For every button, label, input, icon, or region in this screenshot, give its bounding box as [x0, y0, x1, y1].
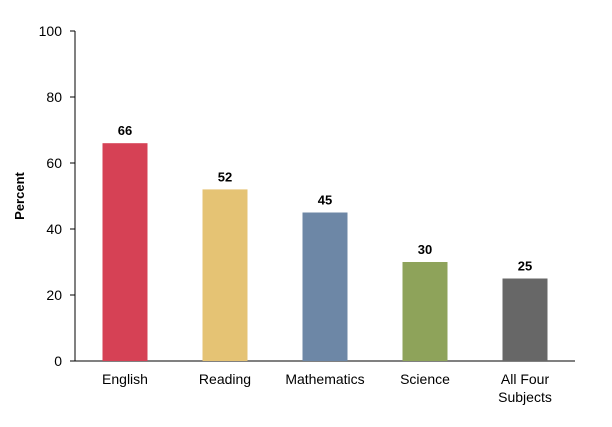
data-label: 66	[118, 123, 132, 138]
y-axis-title: Percent	[12, 171, 27, 219]
data-label: 25	[518, 259, 532, 274]
bars	[102, 143, 548, 361]
x-tick-label-line: Reading	[199, 371, 251, 387]
x-tick-label: Mathematics	[285, 371, 364, 387]
x-tick-label: Reading	[199, 371, 251, 387]
bar	[502, 278, 548, 361]
x-tick-label: Science	[400, 371, 450, 387]
data-label: 45	[318, 193, 332, 208]
y-tick-label: 0	[54, 353, 62, 369]
x-tick-label-line: Science	[400, 371, 450, 387]
bar	[302, 212, 348, 361]
data-label: 52	[218, 169, 232, 184]
data-label: 30	[418, 242, 432, 257]
data-labels: 66 52 45 30 25	[118, 123, 532, 273]
y-tick-label: 20	[46, 287, 62, 303]
bar	[102, 143, 148, 361]
y-tick-label: 100	[39, 23, 63, 39]
x-axis: English Reading Mathematics Science All Four…	[75, 360, 575, 405]
x-tick-label: English	[102, 371, 148, 387]
y-tick-label: 60	[46, 155, 62, 171]
x-tick-label-line: Mathematics	[285, 371, 364, 387]
bar	[402, 262, 448, 361]
y-axis: 0 20 40 60 80 100	[39, 23, 76, 369]
y-tick-label: 40	[46, 221, 62, 237]
x-tick-label-line: English	[102, 371, 148, 387]
bar	[202, 189, 248, 361]
x-tick-label: All Four Subjects	[498, 371, 552, 405]
x-tick-label-line: Subjects	[498, 389, 552, 405]
x-tick-label-line: All Four	[501, 371, 550, 387]
y-tick-label: 80	[46, 89, 62, 105]
